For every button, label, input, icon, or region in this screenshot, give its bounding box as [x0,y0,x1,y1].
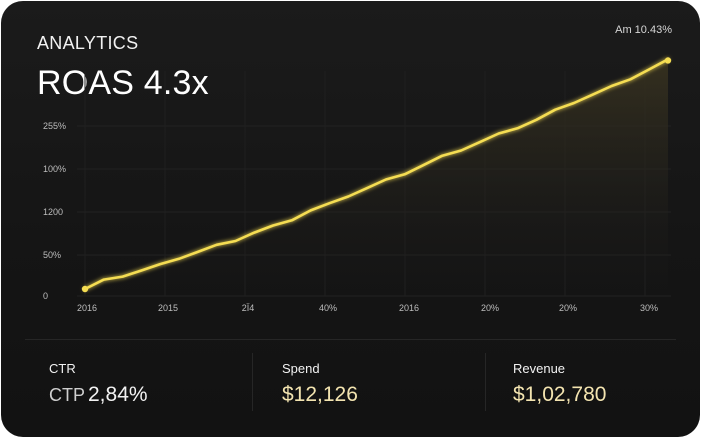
metric-label-revenue: Revenue [513,361,566,376]
x-tick-label: 40% [319,303,337,313]
roas-headline: ROAS 4.3x [37,64,209,102]
metrics-divider [25,339,676,340]
metric-separator-2 [485,353,486,411]
y-tick-label: 1200 [43,207,63,217]
series-points [81,57,672,293]
x-tick-label: 30% [640,303,658,313]
x-tick-label: 2015 [158,303,178,313]
metric-label-ctr: CTR [49,361,76,376]
series-end-point [664,57,672,64]
metric-value-spend: $12,126 [282,383,358,407]
metric-value-revenue: $1,02,780 [513,383,606,407]
x-tick-label: 20% [559,303,577,313]
y-tick-label: 100% [43,164,66,174]
roas-area-fill [85,59,668,289]
card-eyebrow: ANALYTICS [37,33,139,53]
metric-number-revenue: $1,02,780 [513,383,607,406]
roas-series-line [83,58,670,291]
metric-prefix-ctr: CTP [49,385,85,405]
metric-label-spend: Spend [282,361,320,376]
change-badge: Am 10.43% [615,24,672,36]
y-tick-label: 255% [43,121,66,131]
metric-number-ctr: 2,84% [88,383,148,406]
metric-number-spend: $12,126 [282,383,358,406]
x-tick-label: 2016 [399,303,419,313]
y-tick-label: 0 [43,291,48,301]
y-tick-label: 50% [43,250,61,260]
y-axis: 0 50% 1200 100% 255% [43,121,66,301]
x-axis: 2016 2015 2Ї4 40% 2016 20% 20% 30% [77,303,658,313]
series-start-point [81,285,89,293]
x-tick-label: 2016 [77,303,97,313]
x-tick-label: 2Ї4 [242,303,255,313]
metric-separator-1 [252,353,253,411]
metric-value-ctr: CTP 2,84% [49,383,148,407]
x-tick-label: 20% [481,303,499,313]
